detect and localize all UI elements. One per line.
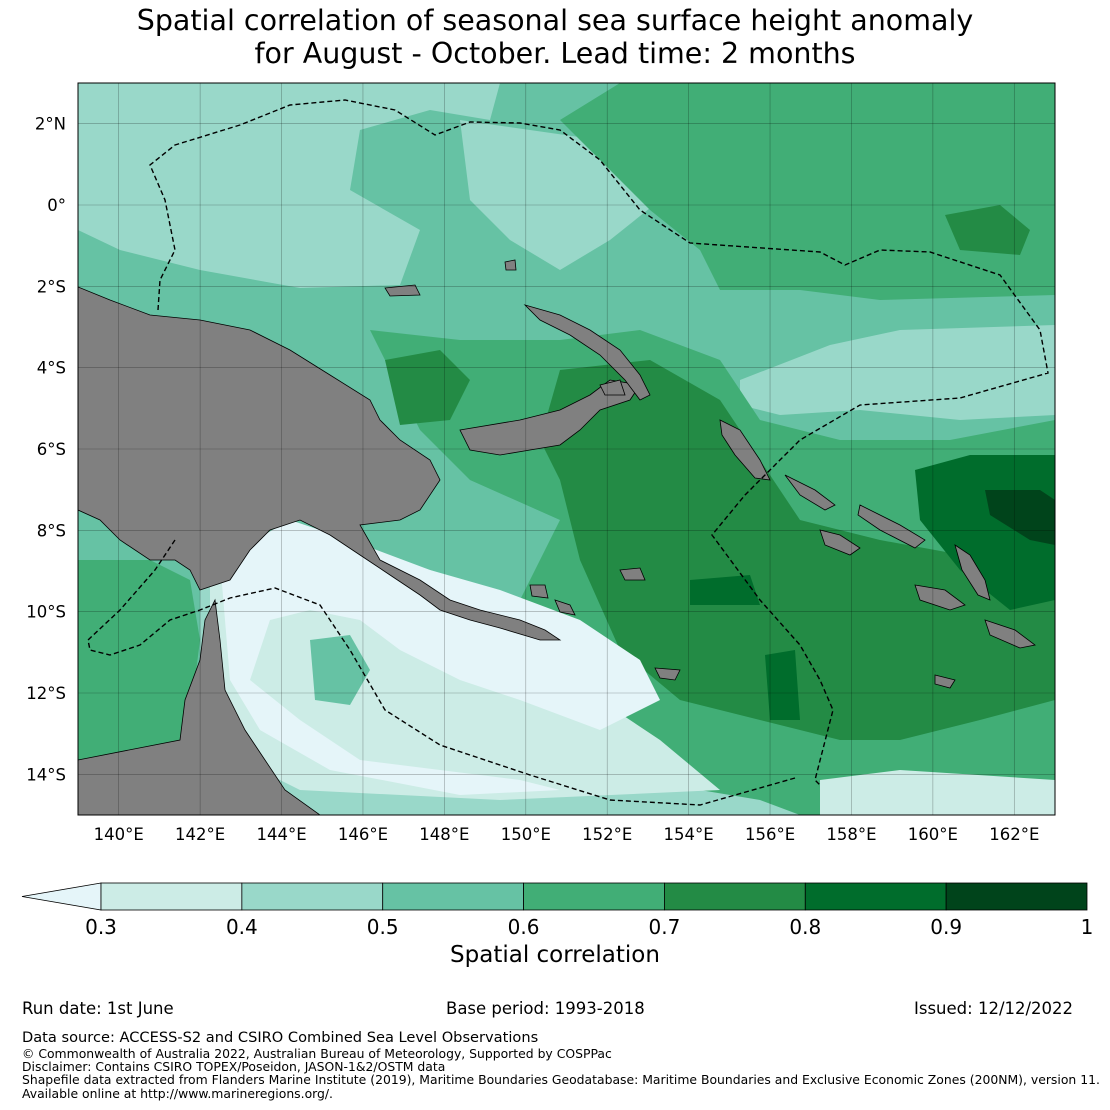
land-islands-a xyxy=(819,529,861,556)
land-manus xyxy=(384,284,421,297)
lon-tick-label: 162°E xyxy=(989,825,1039,844)
shapefile-credit: Shapefile data extracted from Flanders M… xyxy=(22,1072,1100,1087)
land-islands-b xyxy=(504,259,956,689)
lat-tick-label: 2°S xyxy=(37,277,66,296)
field-east-light xyxy=(740,325,1055,420)
colorbar-tick-label: 0.5 xyxy=(367,915,399,939)
lon-tick-label: 152°E xyxy=(582,825,632,844)
colorbar-bin-3 xyxy=(523,882,665,911)
lon-tick-labels: 140°E 142°E 144°E 146°E 148°E 150°E 152°E 154°E… xyxy=(94,825,1040,844)
eez-png-north xyxy=(149,99,1049,786)
colorbar-tick-label: 0.8 xyxy=(789,915,821,939)
lon-tick-label: 160°E xyxy=(908,825,958,844)
colorbar-tick-label: 0.7 xyxy=(649,915,681,939)
colorbar-bin-6 xyxy=(945,882,1088,911)
eez-boundaries xyxy=(87,99,1049,806)
field-south-light xyxy=(820,770,1055,815)
base-period: Base period: 1993-2018 xyxy=(446,999,645,1018)
lat-tick-labels: 2°N 0° 2°S 4°S 6°S 8°S 10°S 12°S 14°S xyxy=(26,115,66,785)
lat-tick-label: 0° xyxy=(47,196,66,215)
land-solomons-1 xyxy=(784,474,836,511)
field-central-dark xyxy=(385,350,1055,740)
lon-tick-label: 148°E xyxy=(419,825,469,844)
correlation-map: 140°E 142°E 144°E 146°E 148°E 150°E 152°E 154°E… xyxy=(26,82,1056,844)
disclaimer: Disclaimer: Contains CSIRO TOPEX/Poseido… xyxy=(22,1059,446,1074)
land-solomons-2 xyxy=(857,504,926,549)
colorbar-tick-label: 1 xyxy=(1081,915,1094,939)
field-east-darkest xyxy=(985,490,1055,545)
lat-tick-label: 8°S xyxy=(37,521,66,540)
title-line-2: for August - October. Lead time: 2 month… xyxy=(254,37,856,70)
field-ne-dark xyxy=(945,205,1030,255)
colorbar-tick-label: 0.6 xyxy=(508,915,540,939)
colorbar-bin-0 xyxy=(100,882,243,911)
run-date: Run date: 1st June xyxy=(22,999,174,1018)
colorbar-extend-min xyxy=(21,882,102,911)
colorbar-label: Spatial correlation xyxy=(450,942,660,968)
lon-tick-label: 150°E xyxy=(501,825,551,844)
lon-tick-label: 158°E xyxy=(826,825,876,844)
field-gulf-green-patch xyxy=(310,635,370,705)
available-online: Available online at http://www.marinereg… xyxy=(22,1086,333,1101)
chart-title: Spatial correlation of seasonal sea surf… xyxy=(0,4,1110,70)
lon-tick-label: 142°E xyxy=(175,825,225,844)
lon-tick-label: 146°E xyxy=(338,825,388,844)
lon-tick-label: 154°E xyxy=(664,825,714,844)
field-north-light xyxy=(78,83,500,288)
colorbar-bin-2 xyxy=(382,882,524,911)
lat-tick-label: 12°S xyxy=(26,684,66,703)
data-source: Data source: ACCESS-S2 and CSIRO Combine… xyxy=(22,1029,539,1046)
colorbar-tick-label: 0.4 xyxy=(226,915,258,939)
graticule xyxy=(78,83,1055,815)
colorbar-tick-label: 0.9 xyxy=(930,915,962,939)
land-solomons-3 xyxy=(954,544,991,601)
lat-tick-label: 10°S xyxy=(26,603,66,622)
colorbar-bin-5 xyxy=(804,882,947,911)
land-guadalcanal xyxy=(914,584,966,611)
copyright: © Commonwealth of Australia 2022, Austra… xyxy=(22,1046,612,1061)
colorbar-bin-1 xyxy=(241,882,384,911)
land-new-ireland xyxy=(523,304,651,401)
field-east-darker xyxy=(690,455,1055,720)
lat-tick-label: 2°N xyxy=(35,115,66,134)
lat-tick-label: 14°S xyxy=(26,765,66,784)
lon-tick-label: 144°E xyxy=(256,825,306,844)
lat-tick-label: 4°S xyxy=(37,359,66,378)
field-gulf-lowest xyxy=(220,520,660,795)
title-line-1: Spatial correlation of seasonal sea surf… xyxy=(136,4,974,37)
land-new-britain xyxy=(459,379,641,456)
eez-png-south xyxy=(87,539,796,806)
lon-tick-label: 140°E xyxy=(94,825,144,844)
land-new-guinea xyxy=(78,286,562,641)
field-ne-mid xyxy=(560,83,1055,300)
land-cape-york xyxy=(78,598,321,815)
issued-date: Issued: 12/12/2022 xyxy=(914,999,1074,1018)
land xyxy=(78,259,1036,815)
lat-tick-label: 6°S xyxy=(37,440,66,459)
colorbar-bin-4 xyxy=(664,882,806,911)
land-bougainville xyxy=(719,419,771,481)
colorbar-tick-label: 0.3 xyxy=(85,915,117,939)
lon-tick-label: 156°E xyxy=(745,825,795,844)
land-makira xyxy=(984,619,1036,649)
